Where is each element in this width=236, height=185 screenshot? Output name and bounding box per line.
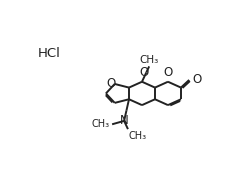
Text: O: O [106,77,115,90]
Text: O: O [139,66,149,79]
Text: CH₃: CH₃ [92,119,110,129]
Text: O: O [163,66,173,79]
Text: HCl: HCl [38,47,61,60]
Text: CH₃: CH₃ [129,131,147,141]
Text: N: N [120,114,128,127]
Text: CH₃: CH₃ [139,55,159,65]
Text: O: O [192,73,201,86]
